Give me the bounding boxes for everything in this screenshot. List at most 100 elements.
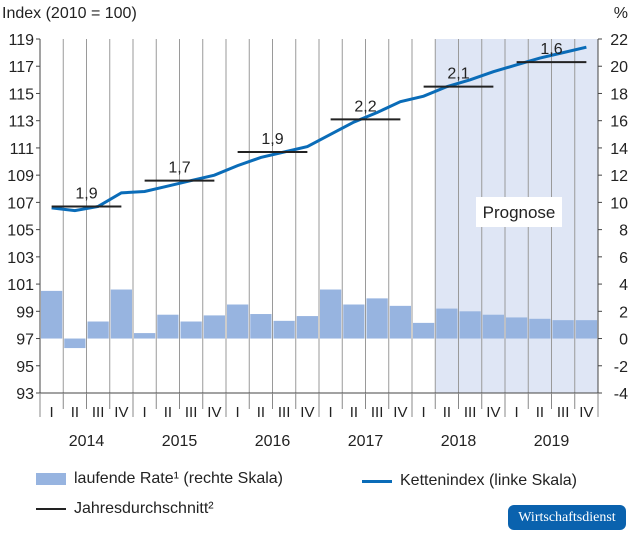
index-line [51,45,587,213]
bar [482,314,504,339]
left-tick-label: 109 [7,168,34,185]
quarter-label: III [464,404,477,421]
bar [180,321,202,339]
year-label: 2018 [441,433,477,450]
legend-label-avg: Jahresdurchschnitt² [74,500,214,517]
legend-swatch-avg [36,508,66,510]
forecast-label: Prognose [483,203,556,222]
bar [157,314,179,339]
year-label: 2016 [255,433,291,450]
bar [110,289,132,339]
quarter-label: III [92,404,105,421]
bar [506,317,528,339]
quarter-label: II [350,404,358,421]
legend-label-line: Kettenindex (linke Skala) [400,472,577,489]
bar [273,320,295,339]
left-tick-label: 101 [7,277,34,294]
quarter-label: I [515,404,519,421]
year-label: 2017 [348,433,384,450]
left-tick-label: 103 [7,250,34,267]
bar [343,304,365,339]
legend-swatch-bar [36,473,66,485]
right-tick-label: 20 [610,59,628,76]
quarter-label: II [443,404,451,421]
left-tick-label: 93 [16,386,34,403]
legend-item-line: Kettenindex (linke Skala) [362,472,577,490]
left-tick-label: 113 [8,114,34,131]
quarter-label: I [422,404,426,421]
forecast-label-box [476,197,562,227]
bar [366,298,388,339]
right-tick-label: 10 [610,195,628,212]
bar [575,320,597,339]
bar [250,314,272,339]
quarter-label: IV [300,404,314,421]
right-tick-label: -2 [614,359,628,376]
quarter-label: III [371,404,384,421]
right-tick-label: 4 [619,277,628,294]
quarter-label: I [143,404,147,421]
left-tick-label: 105 [7,223,34,240]
bar [134,333,156,339]
right-tick-label: 18 [610,86,628,103]
quarter-label: IV [114,404,128,421]
right-tick-label: 14 [610,141,628,158]
annual-average-label: 2,2 [354,98,376,115]
quarter-label: II [71,404,79,421]
right-tick-label: 2 [619,304,628,321]
chart: 93 95 97 99 101 103 105 107 109 111 113 115 117 119 -4… [2,5,628,450]
legend-swatch-line [362,479,392,483]
year-label: 2015 [162,433,198,450]
left-tick-label: 99 [16,304,34,321]
bar [296,316,318,339]
bar [87,321,109,339]
quarter-label: II [164,404,172,421]
right-tick-label: 6 [619,250,628,267]
bar [320,289,342,339]
bar [203,315,225,339]
right-tick-label: 8 [619,223,628,240]
left-tick-label: 111 [10,141,34,158]
annual-average-label: 2,1 [447,66,469,83]
quarter-label: IV [579,404,593,421]
left-axis-title: Index (2010 = 100) [2,5,137,22]
bar [413,322,435,339]
quarter-label: IV [393,404,407,421]
left-tick-label: 95 [16,359,34,376]
annual-average-label: 1,6 [540,41,562,58]
bar [389,305,411,339]
legend-item-bar: laufende Rate¹ (rechte Skala) [36,470,283,488]
annual-average-label: 1,9 [261,131,283,148]
right-tick-label: 16 [610,114,628,131]
legend-item-avg: Jahresdurchschnitt² [36,500,214,518]
year-label: 2019 [534,433,570,450]
quarter-label: I [50,404,54,421]
bar [64,338,86,349]
right-tick-label: 12 [610,168,628,185]
quarter-label: III [185,404,198,421]
left-tick-label: 107 [7,195,34,212]
quarter-label: IV [207,404,221,421]
bar [41,290,63,339]
quarter-label: I [236,404,240,421]
bar [436,308,458,339]
quarter-label: I [329,404,333,421]
quarter-label: III [278,404,291,421]
left-tick-label: 117 [8,59,34,76]
quarter-label: III [557,404,570,421]
bar [227,304,249,339]
quarter-label: II [257,404,265,421]
bar [552,320,574,339]
quarter-label: IV [486,404,500,421]
left-tick-label: 119 [8,32,34,49]
annual-average-label: 1,9 [75,185,97,202]
year-label: 2014 [69,433,105,450]
right-axis-title: % [614,5,628,22]
bar [459,311,481,339]
right-tick-label: -4 [614,386,628,403]
bar [529,318,551,339]
legend-label-bar: laufende Rate¹ (rechte Skala) [74,470,283,487]
left-tick-label: 97 [16,332,34,349]
right-tick-label: 0 [619,332,628,349]
quarter-label: II [536,404,544,421]
